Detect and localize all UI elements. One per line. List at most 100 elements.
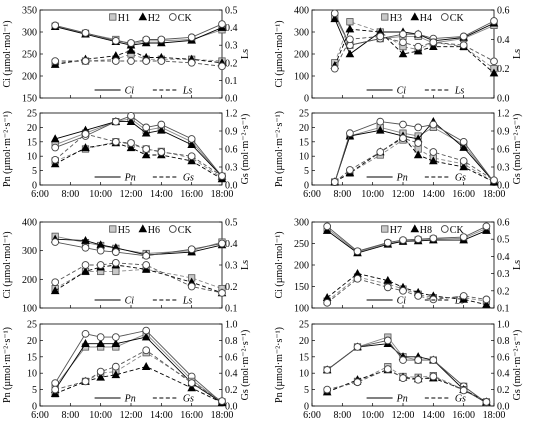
y-left-tick-label: 5 — [32, 385, 37, 396]
line-legend-label: Gs — [183, 394, 194, 405]
data-point-ck-pn — [414, 123, 423, 132]
y-left-tick-label: 150 — [294, 282, 309, 293]
legend-label: H6 — [148, 225, 160, 236]
y-left-tick-label: 10 — [27, 152, 37, 163]
line-legend-label: Ci — [125, 86, 135, 97]
data-point-ck-pn — [81, 329, 90, 338]
data-point-ck-pn — [51, 379, 60, 387]
series-line-ck-gs — [54, 133, 223, 177]
legend-marker — [168, 225, 177, 233]
data-point-ck-gs — [414, 139, 423, 147]
data-point-ck-ls — [330, 64, 339, 73]
series-line-ck-pn — [326, 339, 487, 404]
data-point-ck-ci — [51, 238, 60, 246]
x-tick-label: 10:00 — [361, 410, 384, 421]
x-tick-label: 8:00 — [61, 189, 79, 200]
data-point-ck-ls — [187, 282, 196, 291]
data-point-ck-gs — [429, 148, 438, 156]
series-line-h1-pn — [55, 118, 223, 177]
y-right-tick-label: 1.2 — [225, 109, 238, 120]
y-right-tick-label: 0.4 — [225, 369, 238, 380]
legend: H7 H8 CK — [381, 224, 464, 236]
x-tick-label: 18:00 — [211, 410, 234, 421]
y-right-axis-title: Gs (mol·m⁻²·s⁻¹) — [512, 330, 523, 401]
y-left-tick-label: 25 — [299, 320, 309, 331]
x-tick-label: 10:00 — [89, 189, 112, 200]
y-right-tick-label: 0.9 — [497, 127, 510, 138]
data-point-h6-gs — [141, 362, 151, 370]
data-point-ck-pn — [383, 336, 392, 345]
data-point-ck-gs — [111, 137, 120, 146]
data-point-h4-ci — [345, 49, 355, 58]
data-point-ck-pn — [157, 120, 166, 129]
data-point-h2-pn — [141, 128, 151, 137]
series-line-h4-gs — [334, 136, 495, 183]
series-line-ck-ls — [326, 278, 487, 304]
y-right-tick-label: 0.2 — [497, 385, 510, 396]
x-tick-label: 16:00 — [180, 410, 203, 421]
legend-marker — [381, 13, 389, 21]
data-point-ck-pn — [399, 120, 407, 129]
y-left-tick-label: 15 — [27, 137, 37, 148]
series-line-ck-pn — [55, 115, 223, 177]
data-point-ck-pn — [346, 129, 354, 138]
series-line-ck-ci — [55, 23, 223, 44]
data-point-h4-ls — [429, 42, 438, 50]
data-point-ck-gs — [414, 375, 423, 384]
y-left-tick-label: 100 — [294, 72, 309, 83]
data-point-ck-gs — [353, 378, 362, 387]
y-right-tick-label: 0.5 — [225, 6, 238, 17]
series-line-h7-gs — [327, 366, 487, 403]
y-left-tick-label: 5 — [304, 166, 309, 177]
line-legend-label: Gs — [183, 173, 194, 184]
y-right-axis-title: Gs (mol·m⁻²·s⁻¹) — [240, 330, 251, 401]
y-left-tick-label: 0 — [304, 181, 309, 192]
x-tick-label: 18:00 — [483, 189, 506, 200]
x-tick-label: 16:00 — [452, 410, 475, 421]
data-point-h4-ls — [345, 24, 355, 33]
data-point-ck-pn — [399, 356, 407, 364]
series-line-h8-ls — [326, 273, 487, 306]
data-point-h6-gs — [96, 372, 105, 381]
series-line-h4-ci — [334, 18, 495, 55]
data-point-ck-ls — [51, 57, 60, 65]
y-right-tick-label: 0.8 — [225, 336, 238, 347]
y-right-tick-label: 0.6 — [497, 6, 510, 17]
legend-label: H5 — [118, 225, 130, 236]
y-right-tick-label: 0.2 — [497, 64, 510, 75]
series-line-h2-gs — [54, 142, 223, 180]
y-right-tick-label: 0.3 — [497, 269, 510, 280]
series-line-h8-ci — [326, 230, 487, 254]
y-right-tick-label: 0.0 — [225, 402, 238, 413]
x-tick-label: 12:00 — [120, 410, 143, 421]
data-point-ck-gs — [482, 398, 491, 406]
data-point-ck-pn — [142, 326, 151, 335]
x-tick-label: 16:00 — [180, 189, 203, 200]
data-point-ck-ls — [323, 298, 332, 307]
y-right-tick-label: 1.0 — [225, 320, 238, 331]
y-right-tick-label: 0.4 — [225, 239, 238, 250]
data-point-ck-gs — [81, 377, 90, 386]
y-left-tick-label: 250 — [294, 239, 309, 250]
line-legend-label: Pn — [396, 173, 408, 184]
y-left-tick-label: 400 — [22, 218, 37, 229]
y-left-tick-label: 25 — [299, 109, 309, 120]
data-point-ck-gs — [187, 379, 196, 387]
y-left-tick-label: 250 — [22, 50, 37, 61]
data-point-ck-gs — [330, 178, 339, 186]
data-point-ck-ci — [323, 222, 332, 231]
series-line-h7-ls — [326, 276, 487, 302]
line-style-legend: Pn Gs — [366, 173, 466, 184]
y-left-tick-label: 20 — [27, 336, 37, 347]
line-legend-label: Ci — [397, 296, 407, 307]
y-left-tick-label: 0 — [304, 94, 309, 105]
data-point-h8-ls — [383, 275, 393, 284]
data-point-ck-ls — [459, 292, 468, 300]
data-point-ck-ci — [353, 247, 362, 256]
y-right-tick-label: 0.4 — [497, 35, 510, 46]
data-point-ck-ci — [111, 248, 120, 256]
series-line-h3-pn — [334, 126, 495, 183]
line-legend-label: Ci — [397, 86, 407, 97]
data-point-h2-ls — [126, 45, 136, 54]
